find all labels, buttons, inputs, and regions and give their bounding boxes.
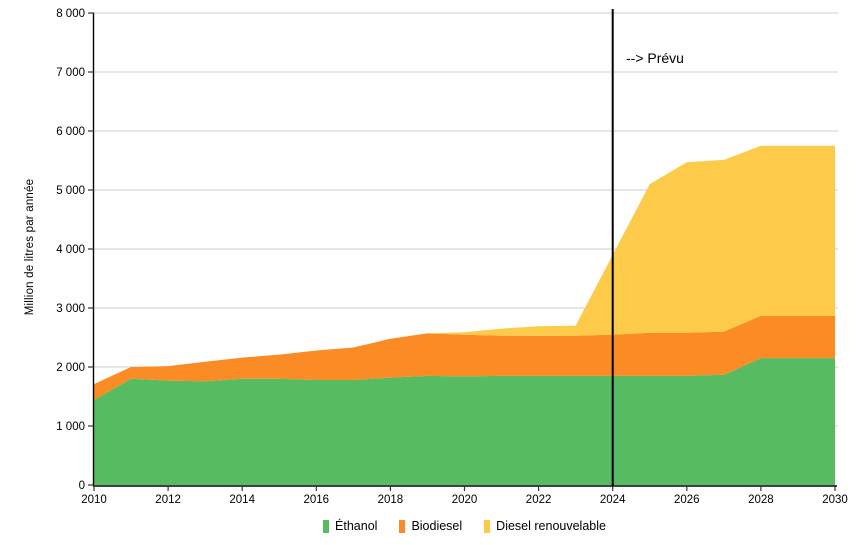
legend-item-ethanol: Éthanol	[323, 519, 377, 533]
legend-item-biodiesel: Biodiesel	[399, 519, 462, 533]
x-tick-label: 2016	[304, 494, 330, 506]
chart-legend: Éthanol Biodiesel Diesel renouvelable	[94, 519, 835, 533]
y-tick-label: 6 000	[56, 126, 85, 138]
renewable-diesel-swatch-icon	[484, 519, 491, 533]
y-tick-label: 0	[79, 480, 85, 492]
legend-label-biodiesel: Biodiesel	[411, 519, 463, 533]
biodiesel-swatch-icon	[399, 519, 406, 533]
y-tick-label: 5 000	[56, 185, 85, 197]
x-tick-label: 2012	[155, 494, 181, 506]
y-tick-label: 3 000	[56, 303, 85, 315]
legend-item-renewable-diesel: Diesel renouvelable	[484, 519, 606, 533]
y-tick-label: 1 000	[56, 421, 85, 433]
x-tick-label: 2030	[822, 494, 848, 506]
x-tick-label: 2014	[229, 494, 255, 506]
area-series-1	[94, 315, 835, 400]
legend-label-renewable-diesel: Diesel renouvelable	[496, 519, 606, 533]
y-tick-label: 7 000	[56, 67, 85, 79]
forecast-annotation: --> Prévu	[626, 50, 684, 66]
y-tick-label: 4 000	[56, 244, 85, 256]
legend-label-ethanol: Éthanol	[335, 519, 378, 533]
area-series-0	[94, 358, 835, 485]
x-tick-label: 2020	[452, 494, 478, 506]
x-tick-label: 2026	[674, 494, 700, 506]
x-tick-label: 2024	[600, 494, 626, 506]
x-tick-label: 2010	[81, 494, 107, 506]
x-tick-label: 2028	[748, 494, 774, 506]
ethanol-swatch-icon	[323, 519, 330, 533]
y-tick-label: 2 000	[56, 362, 85, 374]
y-axis-title: Million de litres par année	[24, 178, 36, 316]
y-tick-label: 8 000	[56, 8, 85, 20]
x-tick-label: 2022	[526, 494, 552, 506]
area-series-2	[94, 145, 835, 385]
x-tick-label: 2018	[378, 494, 404, 506]
